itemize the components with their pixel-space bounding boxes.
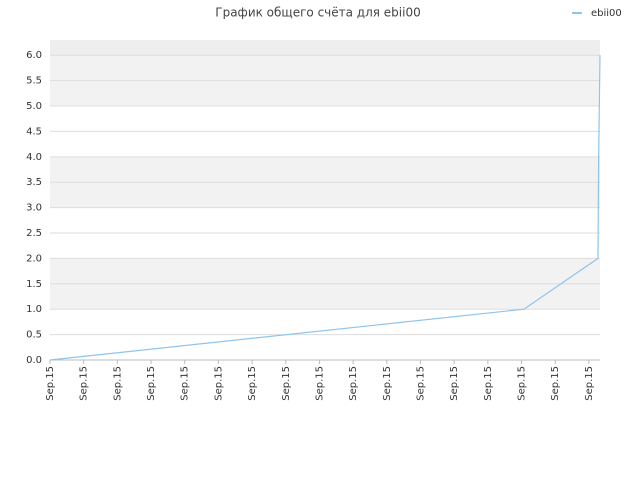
plot-band	[50, 106, 600, 132]
y-tick-label: 2.0	[26, 253, 42, 264]
y-tick-label: 3.0	[26, 203, 42, 214]
x-tick-label: Sep.15	[45, 366, 56, 401]
y-tick-label: 6.0	[26, 50, 42, 61]
x-tick-label: Sep.15	[415, 366, 426, 401]
y-tick-label: 5.0	[26, 101, 42, 112]
plot-band	[50, 80, 600, 107]
x-tick-label: Sep.15	[483, 366, 494, 401]
plot-band	[50, 182, 600, 208]
x-tick-label: Sep.15	[281, 366, 292, 401]
x-tick-label: Sep.15	[517, 366, 528, 401]
plot-band	[50, 334, 600, 360]
x-tick-label: Sep.15	[180, 366, 191, 401]
plot-band	[50, 156, 600, 183]
x-tick-label: Sep.15	[213, 366, 224, 401]
x-tick-label: Sep.15	[146, 366, 157, 401]
y-tick-label: 3.5	[26, 177, 42, 188]
chart-title: График общего счёта для ebii00	[215, 6, 420, 20]
x-tick-label: Sep.15	[550, 366, 561, 401]
plot-band	[50, 258, 600, 284]
y-tick-label: 4.0	[26, 152, 42, 163]
y-tick-label: 1.5	[26, 279, 42, 290]
y-tick-label: 0.5	[26, 330, 42, 341]
y-tick-label: 0.0	[26, 355, 42, 366]
plot-band	[50, 207, 600, 234]
x-tick-label: Sep.15	[79, 366, 90, 401]
x-tick-label: Sep.15	[348, 366, 359, 401]
plot-band	[50, 283, 600, 310]
y-tick-label: 2.5	[26, 228, 42, 239]
x-tick-label: Sep.15	[449, 366, 460, 401]
plot-band	[50, 55, 600, 81]
x-tick-label: Sep.15	[314, 366, 325, 401]
x-tick-label: Sep.15	[247, 366, 258, 401]
plot-band	[50, 233, 600, 259]
series-line	[49, 55, 601, 361]
y-tick-label: 5.5	[26, 76, 42, 87]
legend-label: ebii00	[591, 8, 622, 19]
y-tick-label: 4.5	[26, 126, 42, 137]
y-tick-label: 1.0	[26, 304, 42, 315]
x-tick-label: Sep.15	[584, 366, 595, 401]
plot-band	[50, 131, 600, 157]
x-tick-label: Sep.15	[112, 366, 123, 401]
x-tick-label: Sep.15	[382, 366, 393, 401]
